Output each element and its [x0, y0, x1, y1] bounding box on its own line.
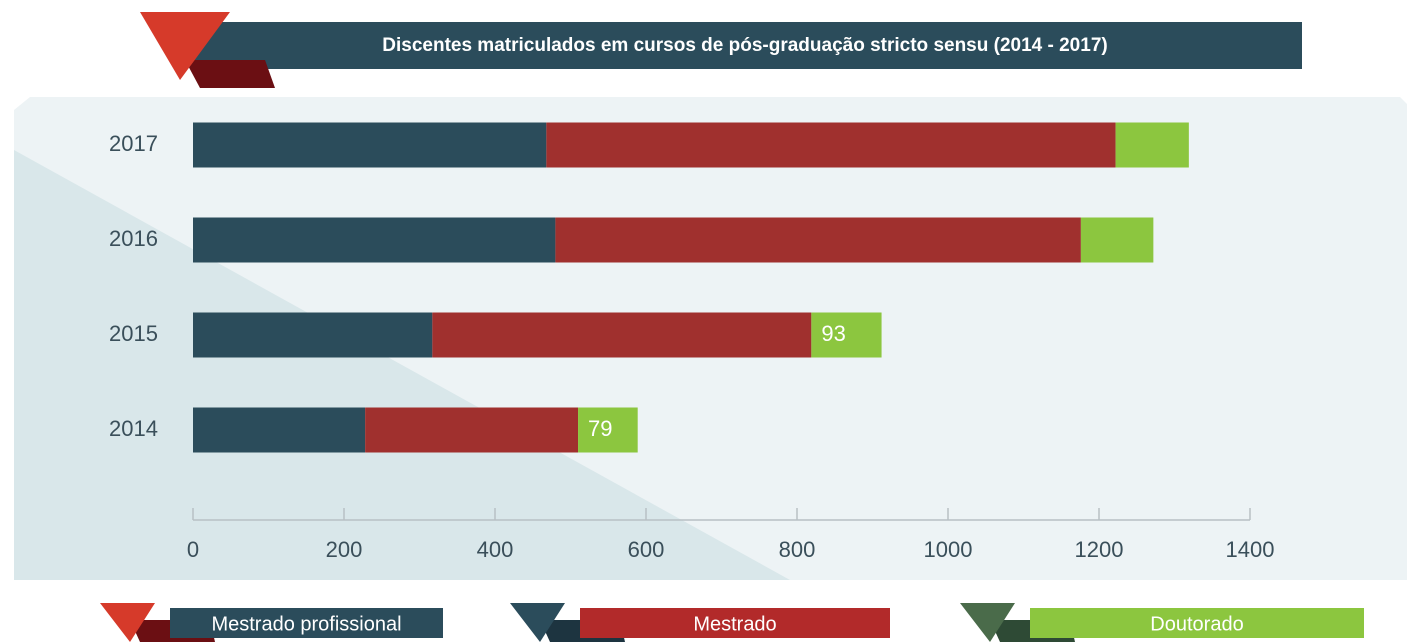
x-tick-label: 1000: [924, 537, 973, 562]
bar-segment: [193, 407, 366, 453]
bar-segment: [432, 312, 812, 358]
x-tick-label: 400: [477, 537, 514, 562]
bar-segment: [1080, 217, 1154, 263]
legend-deco: [960, 603, 1015, 642]
bar-segment: [193, 217, 556, 263]
legend-label: Doutorado: [1150, 613, 1243, 635]
bar-segment: [546, 122, 1116, 168]
bar-segment: [555, 217, 1081, 263]
legend-deco: [510, 603, 565, 642]
x-tick-label: 800: [779, 537, 816, 562]
bar-segment: [365, 407, 579, 453]
x-tick-label: 200: [326, 537, 363, 562]
y-tick-label: 2015: [109, 321, 158, 346]
value-label: 93: [821, 321, 845, 346]
title-banner: [190, 22, 1302, 69]
bar-segment: [811, 312, 882, 358]
y-tick-label: 2014: [109, 416, 158, 441]
legend-swatch: [1030, 608, 1364, 638]
legend-swatch: [580, 608, 890, 638]
title-deco: [185, 60, 275, 88]
x-tick-label: 1400: [1226, 537, 1275, 562]
value-label: 79: [588, 416, 612, 441]
chart-title: Discentes matriculados em cursos de pós-…: [382, 35, 1107, 56]
bar-segment: [1115, 122, 1189, 168]
bar-segment: [193, 312, 433, 358]
legend-deco: [100, 603, 155, 642]
bar-segment: [193, 122, 547, 168]
bar-segment: [578, 407, 638, 453]
legend-swatch: [170, 608, 443, 638]
legend-label: Mestrado: [693, 613, 776, 635]
x-tick-label: 600: [628, 537, 665, 562]
title-deco: [140, 12, 230, 80]
y-tick-label: 2017: [109, 131, 158, 156]
x-tick-label: 0: [187, 537, 199, 562]
x-tick-label: 1200: [1075, 537, 1124, 562]
y-tick-label: 2016: [109, 226, 158, 251]
legend-label: Mestrado profissional: [211, 613, 401, 635]
